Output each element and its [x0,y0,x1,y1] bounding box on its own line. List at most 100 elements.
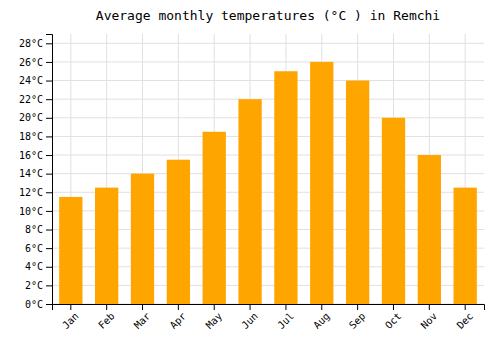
tick-label: Feb [96,310,117,331]
tick: Oct [383,304,404,331]
tick: 2°C [25,280,52,291]
grid [52,34,484,304]
tick-mark [46,62,52,63]
tick-label: Nov [419,310,440,331]
bar [59,197,82,304]
tick-mark [46,267,52,268]
tick: 18°C [19,131,52,142]
tick: 22°C [19,94,52,105]
grid-line [52,136,484,137]
bar [418,155,441,304]
bar [131,174,154,304]
tick-mark [46,248,52,249]
tick-label: 2°C [25,280,43,291]
bar [274,71,297,304]
tick-label: Dec [455,310,476,331]
tick-mark [178,304,179,310]
tick: 26°C [19,57,52,68]
tick: 24°C [19,75,52,86]
tick: 28°C [19,38,52,49]
tick: Dec [455,304,476,331]
tick: 16°C [19,150,52,161]
tick-label: 6°C [25,243,43,254]
tick-label: 10°C [19,206,43,217]
tick-label: Apr [168,310,189,331]
tick-label: 14°C [19,168,43,179]
tick-mark [250,304,251,310]
tick: 12°C [19,187,52,198]
tick-mark [357,304,358,310]
tick-label: Jul [275,310,296,331]
bar [203,132,226,304]
tick: Jan [60,304,81,331]
tick-label: 4°C [25,261,43,272]
tick-label: 20°C [19,112,43,123]
tick: 6°C [25,243,52,254]
tick-mark [465,304,466,310]
title: Average monthly temperatures (°C ) in Re… [96,8,440,23]
tick: Jul [275,304,296,331]
tick: Nov [419,304,440,331]
y-axis: 0°C 2°C 4°C 6°C 8°C 10°C 12°C 14°C 16°C 18°C 20°C 2… [19,35,53,310]
tick: 10°C [19,206,52,217]
tick-mark [46,81,52,82]
grid-line [52,43,484,44]
tick-label: 24°C [19,75,43,86]
tick: Sep [347,304,368,331]
bar [238,99,261,304]
tick: May [204,304,225,331]
axis-line [53,305,485,311]
tick: 4°C [25,261,52,272]
tick-label: 8°C [25,224,43,235]
tick-mark [46,43,52,44]
tick-label: Oct [383,310,404,331]
tick-label: Jun [239,310,260,331]
tick-mark [214,304,215,310]
tick-label: May [204,310,225,331]
tick-label: 22°C [19,94,43,105]
bar [346,81,369,304]
bar [454,188,477,304]
tick-mark [285,304,286,310]
tick-mark [46,136,52,137]
tick: Feb [96,304,117,331]
bar [310,62,333,304]
tick: Aug [311,304,332,331]
chart: 0°C 2°C 4°C 6°C 8°C 10°C 12°C 14°C 16°C 18°C 20°C 2… [0,0,500,350]
tick-mark [46,304,52,305]
grid-line [52,117,484,118]
tick-mark [142,304,143,310]
tick-mark [46,211,52,212]
tick: 0°C [25,299,52,310]
tick-label: Mar [132,310,153,331]
tick-label: 28°C [19,38,43,49]
tick-mark [46,174,52,175]
tick-mark [46,192,52,193]
tick-label: 0°C [25,299,43,310]
tick: Apr [168,304,189,331]
tick-mark [46,230,52,231]
bar [95,188,118,304]
tick-mark [70,304,71,310]
tick-mark [46,155,52,156]
tick-mark [46,285,52,286]
x-axis: Jan Feb Mar Apr May Jun Jul Aug Sep Oct Nov Dec [53,304,485,331]
tick-mark [321,304,322,310]
tick-label: 26°C [19,57,43,68]
tick: 8°C [25,224,52,235]
tick-label: Aug [311,310,332,331]
tick-label: Jan [60,310,81,331]
tick: Mar [132,304,153,331]
tick-mark [393,304,394,310]
bar [382,118,405,304]
tick-mark [46,118,52,119]
bar [167,160,190,304]
bars [59,62,477,304]
grid-line [52,61,484,62]
tick-label: 18°C [19,131,43,142]
tick-mark [429,304,430,310]
tick: 20°C [19,112,52,123]
grid-line [52,80,484,81]
axis-line [46,35,53,305]
tick-label: Sep [347,310,368,331]
